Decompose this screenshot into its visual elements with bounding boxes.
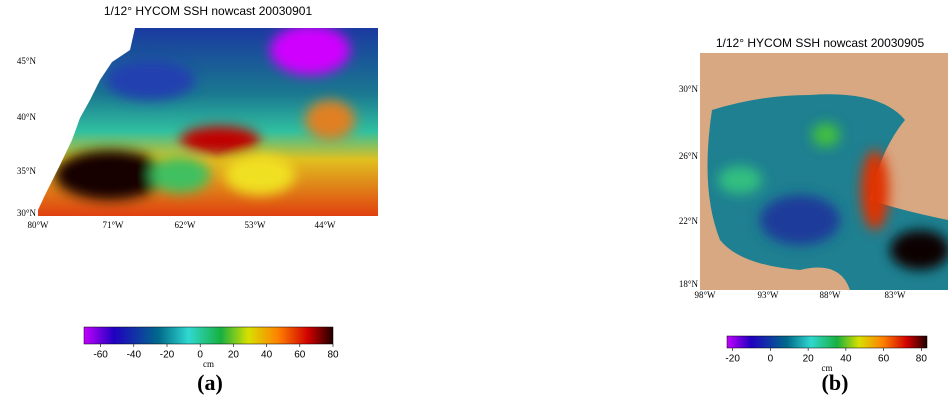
- colorbar: [726, 335, 928, 349]
- colorbar-tick-label: 40: [261, 350, 273, 361]
- colorbar-tick-label: 0: [768, 354, 774, 365]
- lon-label: 44°W: [314, 220, 336, 230]
- colorbar-tick-label: 20: [803, 354, 815, 365]
- colorbar-unit: cm: [203, 359, 214, 369]
- map-title: 1/12° HYCOM SSH nowcast 20030905: [716, 36, 925, 50]
- lon-label: 93°W: [757, 290, 779, 300]
- colorbar-tick-label: 80: [327, 350, 339, 361]
- colorbar-tick-label: 80: [916, 354, 928, 365]
- lon-label: 80°W: [27, 220, 49, 230]
- colorbar-tick-label: -20: [160, 350, 175, 361]
- lon-label: 83°W: [884, 290, 906, 300]
- map-a: [38, 28, 378, 216]
- lat-label: 30°N: [17, 208, 37, 218]
- colorbar-tick-label: 40: [840, 354, 852, 365]
- lon-label: 71°W: [102, 220, 124, 230]
- lon-label: 62°W: [174, 220, 196, 230]
- map-title: 1/12° HYCOM SSH nowcast 20030901: [104, 4, 313, 18]
- colorbar-tick-label: 60: [878, 354, 890, 365]
- lat-label: 18°N: [679, 279, 699, 289]
- lat-label: 35°N: [17, 166, 37, 176]
- lat-label: 22°N: [679, 216, 699, 226]
- lat-label: 40°N: [17, 112, 37, 122]
- colorbar-tick-label: -40: [127, 350, 142, 361]
- lat-label: 26°N: [679, 151, 699, 161]
- lon-label: 98°W: [694, 290, 716, 300]
- lon-label: 88°W: [819, 290, 841, 300]
- colorbar-tick-label: 0: [197, 350, 203, 361]
- map-b: [700, 53, 948, 290]
- colorbar-tick-label: 20: [228, 350, 240, 361]
- colorbar: [83, 326, 334, 345]
- lat-label: 45°N: [17, 56, 37, 66]
- colorbar-unit: cm: [822, 363, 833, 373]
- colorbar-tick-label: -20: [725, 354, 740, 365]
- caption: (b): [822, 370, 849, 395]
- colorbar-tick-label: -60: [93, 350, 108, 361]
- colorbar-tick-label: 60: [294, 350, 306, 361]
- lat-label: 30°N: [679, 84, 699, 94]
- lon-label: 53°W: [244, 220, 266, 230]
- caption: (a): [197, 370, 223, 395]
